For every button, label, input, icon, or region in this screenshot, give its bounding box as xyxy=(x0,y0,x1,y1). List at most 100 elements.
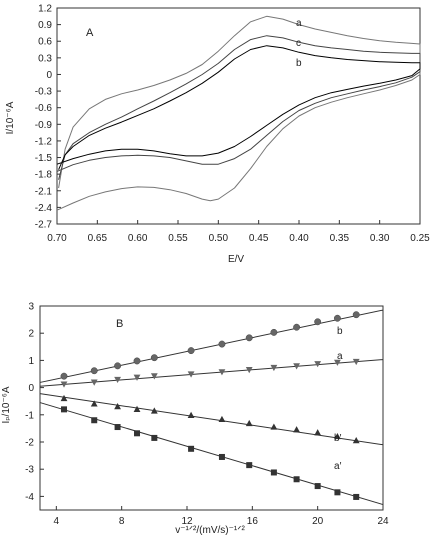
panel-b-point-square xyxy=(334,489,341,496)
panel-b-point-circle xyxy=(293,323,301,331)
panel-a-y-tick-label: -1.5 xyxy=(35,153,53,164)
panel-b-point-square xyxy=(218,453,225,460)
panel-b-frame xyxy=(39,305,384,511)
panel-a-y-tick-label: -2.4 xyxy=(35,203,53,214)
panel-b-point-triangle-down xyxy=(245,367,253,374)
panel-b-point-square xyxy=(353,493,360,500)
panel-b-y-tick-label: -2 xyxy=(25,438,34,449)
panel-b-fit-line-2 xyxy=(39,393,384,446)
panel-a-cv-curve-b xyxy=(56,45,421,170)
panel-a-y-tick-label: 0.9 xyxy=(38,20,52,31)
panel-b-y-ticks: 3 2 1 0 -1 -2 -3 -4 xyxy=(25,302,44,503)
panel-a-y-tick-label: 0.3 xyxy=(38,53,52,64)
panel-b-x-axis-label: v⁻¹ᐟ²/(mV/s)⁻¹ᐟ² xyxy=(175,525,245,536)
panel-b-y-tick-label: 3 xyxy=(28,302,34,313)
panel-b-point-triangle-down xyxy=(270,364,278,372)
panel-a-y-tick-label: 0.6 xyxy=(38,37,52,48)
panel-b-point-triangle-up xyxy=(187,411,195,418)
panel-b-x-tick-label: 20 xyxy=(312,516,324,527)
panel-b-y-tick-label: 1 xyxy=(28,356,34,367)
panel-b-point-square xyxy=(61,406,68,413)
panel-a-y-tick-label: -0.6 xyxy=(35,103,53,114)
panel-b-point-square xyxy=(151,434,158,441)
panel-b-point-triangle-down xyxy=(314,361,322,368)
panel-b-point-triangle-up xyxy=(270,423,278,430)
panel-b-point-square xyxy=(314,483,321,490)
panel-b-point-square xyxy=(270,469,277,476)
panel-a-y-tick-label: 1.2 xyxy=(38,4,52,15)
panel-b-y-tick-label: 0 xyxy=(28,383,34,394)
panel-b-point-circle xyxy=(187,347,195,355)
panel-b-point-circle xyxy=(150,354,158,362)
panel-a-curve-label-b: b xyxy=(296,58,302,69)
panel-b-point-triangle-down xyxy=(60,381,68,388)
panel-b-point-triangle-down xyxy=(90,379,98,386)
panel-b-point-triangle-down xyxy=(150,373,158,380)
panel-b-point-triangle-down xyxy=(352,358,360,366)
panel-b-point-triangle-up xyxy=(114,403,121,410)
panel-b-y-tick-label: -1 xyxy=(25,410,34,421)
panel-b-point-triangle-down xyxy=(293,363,300,370)
panel-a-x-tick-label: 0.35 xyxy=(330,233,350,244)
panel-a-x-tick-label: 0.65 xyxy=(88,233,108,244)
panel-b-series xyxy=(39,309,384,506)
panel-a-frame xyxy=(56,7,421,225)
panel-b-point-circle xyxy=(245,334,253,342)
panel-b-point-circle xyxy=(352,311,360,319)
panel-a-x-tick-label: 0.30 xyxy=(370,233,390,244)
panel-a-x-tick-label: 0.55 xyxy=(168,233,188,244)
panel-b-series-label-a-prime: a′ xyxy=(334,461,342,472)
panel-b: 3 2 1 0 -1 -2 -3 -4 4 8 12 16 20 24 B b a b′ a′ Iₚ/1… xyxy=(1,302,389,537)
panel-b-y-axis-label: Iₚ/10⁻⁶A xyxy=(1,386,12,423)
panel-b-point-triangle-down xyxy=(114,376,121,384)
panel-b-point-triangle-up xyxy=(334,432,341,440)
panel-a-cv-curve-c xyxy=(56,35,421,180)
panel-a-y-tick-label: -2.1 xyxy=(35,186,53,197)
panel-b-point-circle xyxy=(114,362,122,370)
panel-a-x-tick-label: 0.45 xyxy=(249,233,269,244)
panel-b-x-ticks: 4 8 12 16 20 24 xyxy=(54,506,389,527)
panel-b-x-tick-label: 24 xyxy=(377,516,389,527)
panel-a: 1.20.90.60.30-0.3-0.6-0.9-1.2-1.5-1.8-2.… xyxy=(5,4,430,266)
panel-a-x-tick-label: 0.70 xyxy=(47,233,67,244)
panel-a-x-tick-label: 0.40 xyxy=(289,233,309,244)
panel-b-point-circle xyxy=(218,340,226,348)
panel-b-x-tick-label: 4 xyxy=(54,516,60,527)
panel-a-x-tick-label: 0.60 xyxy=(128,233,148,244)
panel-b-point-triangle-up xyxy=(150,407,158,414)
panel-b-point-triangle-up xyxy=(60,394,68,402)
panel-b-point-circle xyxy=(314,318,322,326)
panel-b-fit-line-1 xyxy=(39,359,384,387)
panel-a-x-tick-label: 0.50 xyxy=(209,233,229,244)
panel-b-x-tick-label: 16 xyxy=(247,516,259,527)
panel-b-series-label-b: b xyxy=(337,326,343,337)
panel-a-y-tick-label: -0.9 xyxy=(35,120,53,131)
panel-a-curve-label-a: a xyxy=(296,18,302,29)
panel-a-x-axis-label: E/V xyxy=(228,254,244,265)
panel-b-point-triangle-down xyxy=(218,369,226,376)
panel-b-point-square xyxy=(293,476,300,483)
panel-b-point-triangle-up xyxy=(90,400,98,407)
panel-a-x-tick-label: 0.25 xyxy=(410,233,430,244)
panel-b-point-circle xyxy=(270,328,278,336)
panel-b-point-circle xyxy=(333,314,341,322)
panel-b-point-triangle-down xyxy=(187,371,195,378)
panel-b-point-triangle-up xyxy=(314,429,322,436)
panel-b-point-circle xyxy=(133,357,141,365)
panel-a-y-tick-label: -0.3 xyxy=(35,87,53,98)
panel-b-point-square xyxy=(114,424,121,431)
panel-a-y-tick-label: 0 xyxy=(46,70,52,81)
panel-b-series-label-b-prime: b′ xyxy=(334,433,342,444)
panel-a-x-ticks: 0.70 0.65 0.60 0.55 0.50 0.45 0.40 0.35 0.30 0.25 xyxy=(47,220,430,244)
panel-b-point-triangle-down xyxy=(334,359,341,366)
panel-b-point-triangle-up xyxy=(352,437,360,444)
panel-b-series-label-a: a xyxy=(337,351,343,362)
panel-b-x-tick-label: 12 xyxy=(181,516,193,527)
panel-b-point-square xyxy=(188,445,195,452)
panel-b-point-square xyxy=(134,430,141,437)
panel-b-point-square xyxy=(91,417,98,424)
panel-a-y-tick-label: -2.7 xyxy=(35,220,53,231)
panel-b-x-tick-label: 8 xyxy=(119,516,125,527)
panel-a-label: A xyxy=(86,27,94,39)
